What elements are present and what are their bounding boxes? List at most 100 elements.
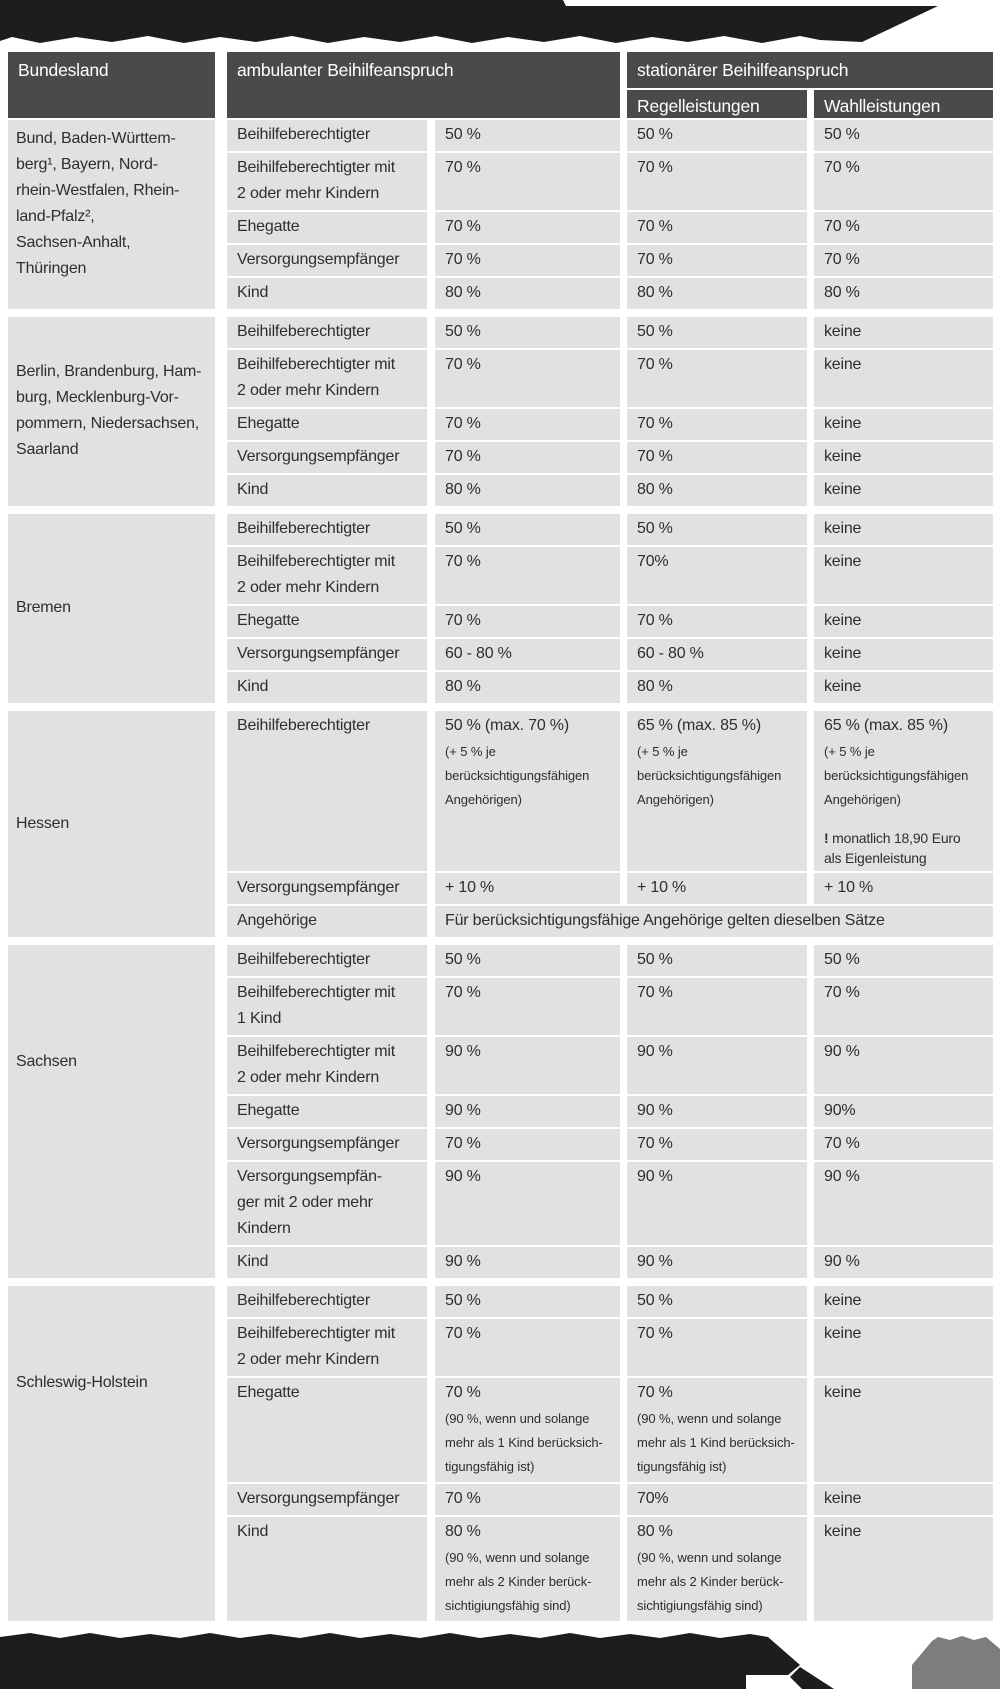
- state-label: Sachsen: [16, 1053, 77, 1070]
- value-note: (+ 5 % je berücksichtigungsfähigen Angeh…: [824, 744, 969, 807]
- value-cell-wahlleistungen: keine: [814, 1378, 993, 1482]
- state-cell: Hessen: [8, 711, 215, 937]
- value-cell-wahlleistungen: keine: [814, 350, 993, 407]
- value-text: keine: [824, 678, 862, 695]
- value-text: 80 %: [445, 481, 481, 498]
- value-cell-regelleistungen: 80 %: [627, 672, 807, 703]
- row-label-cell: Versorgungsempfänger: [227, 1129, 427, 1160]
- value-cell-ambulant: 90 %: [435, 1162, 620, 1245]
- value-cell-ambulant: 70 %: [435, 978, 620, 1035]
- value-text: 70 %: [637, 1325, 673, 1342]
- value-text: 70 %: [637, 159, 673, 176]
- row-label-cell: Kind: [227, 475, 427, 506]
- value-cell-ambulant: 70 %: [435, 547, 620, 604]
- value-cell-wahlleistungen: keine: [814, 1484, 993, 1515]
- value-cell-ambulant: + 10 %: [435, 873, 620, 904]
- state-group: Schleswig-Holstein Beihilfeberechtigter 50…: [8, 1286, 993, 1621]
- row-label-cell: Beihilfeberechtigter: [227, 711, 427, 871]
- state-label: Bremen: [16, 599, 71, 616]
- value-cell-regelleistungen: 70 %: [627, 153, 807, 210]
- value-cell-wahlleistungen: 65 % (max. 85 %) (+ 5 % je berücksichtigu…: [814, 711, 993, 871]
- banner-corner-sliver: [790, 1667, 834, 1689]
- value-cell-ambulant: 70 %: [435, 442, 620, 473]
- value-text: 70 %: [637, 984, 673, 1001]
- value-text: 70 %: [824, 218, 860, 235]
- value-text: 90 %: [445, 1253, 481, 1270]
- value-text: 65 % (max. 85 %): [824, 717, 948, 734]
- value-note: (90 %, wenn und solange mehr als 1 Kind …: [445, 1411, 603, 1474]
- value-text: 50 %: [445, 126, 481, 143]
- value-text: 50 %: [445, 1292, 481, 1309]
- row-label-cell: Beihilfeberechtigter mit 1 Kind: [227, 978, 427, 1035]
- value-cell-regelleistungen: 70%: [627, 547, 807, 604]
- row-label-cell: Kind: [227, 1517, 427, 1621]
- value-cell-ambulant: 80 %: [435, 278, 620, 309]
- state-group: Berlin, Brandenburg, Ham- burg, Mecklenb…: [8, 317, 993, 506]
- value-cell-regelleistungen: 70 %: [627, 978, 807, 1035]
- value-text: 70 %: [637, 251, 673, 268]
- value-text: 80 %: [637, 481, 673, 498]
- value-cell-ambulant: 80 % (90 %, wenn und solange mehr als 2 K…: [435, 1517, 620, 1621]
- value-text: 70 %: [637, 415, 673, 432]
- value-cell-wahlleistungen: keine: [814, 639, 993, 670]
- value-text: 70 %: [445, 448, 481, 465]
- value-cell-wahlleistungen: keine: [814, 606, 993, 637]
- header-stationaerer-beihilfeanspruch: stationärer Beihilfeanspruch: [627, 52, 993, 88]
- state-cell: Sachsen: [8, 945, 215, 1278]
- value-cell-ambulant: 50 %: [435, 1286, 620, 1317]
- state-label: Bund, Baden-Württem- berg¹, Bayern, Nord…: [16, 130, 180, 277]
- value-text: 70 %: [445, 356, 481, 373]
- state-cell: Bund, Baden-Württem- berg¹, Bayern, Nord…: [8, 120, 215, 309]
- value-cell-regelleistungen: 80 %: [627, 475, 807, 506]
- table-body: Bund, Baden-Württem- berg¹, Bayern, Nord…: [8, 120, 993, 1621]
- value-cell-wahlleistungen: 90%: [814, 1096, 993, 1127]
- value-text: 80 %: [824, 284, 860, 301]
- gray-page-corner: [912, 1636, 1000, 1689]
- value-text: 90 %: [445, 1168, 481, 1185]
- value-note: (+ 5 % je berücksichtigungsfähigen Angeh…: [445, 744, 590, 807]
- value-text: 80 %: [637, 678, 673, 695]
- value-text: keine: [824, 1523, 862, 1540]
- value-cell-regelleistungen: 90 %: [627, 1037, 807, 1094]
- value-cell-regelleistungen: 70 %: [627, 1319, 807, 1376]
- value-text: 70 %: [824, 984, 860, 1001]
- state-label: Schleswig-Holstein: [16, 1374, 148, 1391]
- value-cell-wahlleistungen: 70 %: [814, 978, 993, 1035]
- value-text: 65 % (max. 85 %): [637, 717, 761, 734]
- value-cell-regelleistungen: 60 - 80 %: [627, 639, 807, 670]
- value-cell-regelleistungen: 70 %: [627, 350, 807, 407]
- warning-exclamation-mark: !: [824, 830, 829, 846]
- value-cell-ambulant: 50 %: [435, 317, 620, 348]
- row-label-cell: Beihilfeberechtigter: [227, 1286, 427, 1317]
- value-text: 70 %: [445, 612, 481, 629]
- value-cell-ambulant: 80 %: [435, 475, 620, 506]
- value-text: 50 % (max. 70 %): [445, 717, 569, 734]
- value-text: 90 %: [824, 1043, 860, 1060]
- value-cell-regelleistungen: 70 %: [627, 606, 807, 637]
- value-cell-ambulant: 90 %: [435, 1096, 620, 1127]
- value-cell-wahlleistungen: keine: [814, 1319, 993, 1376]
- value-text: 90 %: [637, 1168, 673, 1185]
- span-note-cell: Für berücksichtigungsfähige Angehörige g…: [435, 906, 993, 937]
- value-text: 70 %: [445, 553, 481, 570]
- value-text: 50 %: [445, 520, 481, 537]
- value-text: 50 %: [445, 951, 481, 968]
- table-header: Bundesland ambulanter Beihilfeanspruch s…: [8, 52, 993, 118]
- value-cell-regelleistungen: 90 %: [627, 1247, 807, 1278]
- value-text: keine: [824, 553, 862, 570]
- value-cell-regelleistungen: 65 % (max. 85 %) (+ 5 % je berücksichtigu…: [627, 711, 807, 871]
- value-text: 70 %: [445, 251, 481, 268]
- value-cell-regelleistungen: 70 %: [627, 409, 807, 440]
- value-cell-regelleistungen: 50 %: [627, 514, 807, 545]
- value-cell-ambulant: 60 - 80 %: [435, 639, 620, 670]
- value-text: 50 %: [445, 323, 481, 340]
- value-text: + 10 %: [637, 879, 687, 896]
- value-text: 50 %: [637, 520, 673, 537]
- value-text: 50 %: [824, 951, 860, 968]
- value-cell-regelleistungen: 70 %: [627, 212, 807, 243]
- value-warning: ! monatlich 18,90 Euro als Eigenleistung: [824, 830, 961, 866]
- value-text: 90 %: [637, 1253, 673, 1270]
- value-cell-ambulant: 70 %: [435, 153, 620, 210]
- row-label-cell: Beihilfeberechtigter mit 2 oder mehr Kin…: [227, 547, 427, 604]
- value-cell-ambulant: 50 % (max. 70 %) (+ 5 % je berücksichtigu…: [435, 711, 620, 871]
